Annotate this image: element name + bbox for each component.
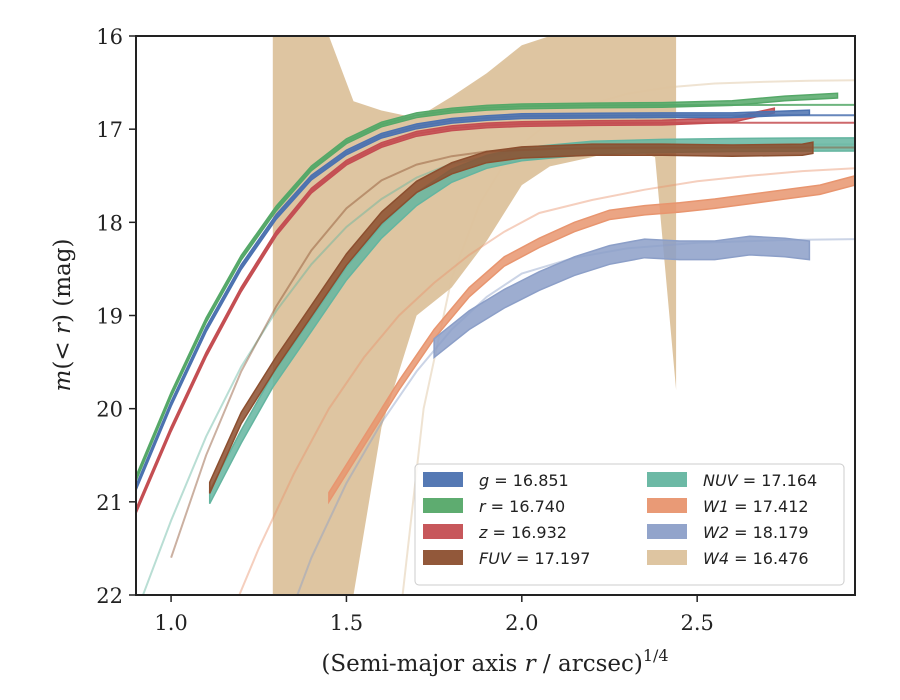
x-tick-label: 2.0 [505,611,538,635]
legend: g = 16.851 r = 16.740 z = 16.932 FUV = 17.1… [414,463,845,586]
x-tick-label: 1.5 [330,611,363,635]
legend-label-nuv: NUV = 17.164 [703,471,817,490]
legend-box [414,463,845,586]
y-tick-label: 21 [96,491,123,515]
data-band-g [136,109,811,491]
legend-label-r: r = 16.740 [479,497,565,516]
uncertainty-band-w4 [272,36,677,595]
legend-swatch-r [423,498,463,513]
axis-ticks: 1.0 1.5 2.0 2.5 16 17 18 19 20 21 22 [96,25,714,635]
legend-label-w4: W4 = 16.476 [703,549,809,568]
data-band-r [136,92,839,482]
data-band-nuv [208,137,855,505]
legend-label-fuv: FUV = 17.197 [479,549,590,568]
x-tick-label: 2.5 [680,611,713,635]
y-tick-label: 17 [96,118,123,142]
y-tick-label: 19 [96,305,123,329]
y-axis-title: m(< r) (mag) [50,239,76,392]
data-band-fuv [208,141,814,494]
legend-swatch-nuv [647,472,687,487]
legend-swatch-g [423,472,463,487]
legend-swatch-z [423,524,463,539]
legend-swatch-w4 [647,550,687,565]
x-axis-title: (Semi-major axis r / arcsec)1/4 [321,646,668,677]
y-tick-label: 22 [96,584,123,608]
legend-label-w2: W2 = 18.179 [703,523,809,542]
y-tick-label: 16 [96,25,123,49]
model-curve-w1 [238,167,855,595]
legend-label-g: g = 16.851 [479,471,569,490]
legend-label-w1: W1 = 17.412 [703,497,809,516]
y-tick-label: 18 [96,211,123,235]
plot-area [136,36,855,595]
legend-swatch-fuv [423,550,463,565]
data-band-w2 [433,235,811,359]
data-band-w1 [328,175,855,505]
legend-label-z: z = 16.932 [478,523,567,542]
legend-swatch-w1 [647,498,687,513]
y-tick-label: 20 [96,398,123,422]
legend-swatch-w2 [647,524,687,539]
x-tick-label: 1.0 [154,611,187,635]
